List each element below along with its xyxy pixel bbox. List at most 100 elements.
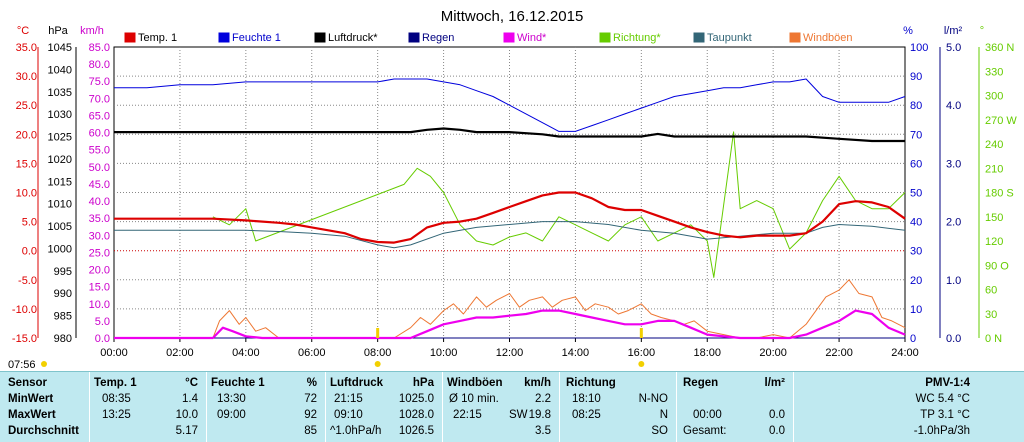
humidity-tick-label: 20 [910,275,922,287]
direction-tick-label: 360 N [985,42,1014,54]
column-separator [559,372,560,442]
current-time-dot [41,361,47,367]
humidity-tick-label: 100 [910,42,928,54]
temp-max-time: 13:25 [102,409,131,421]
rain-column: Regen l/m² 00:00 0.0 Gesamt: 0.0 [679,372,791,442]
x-tick-label: 24:00 [891,347,919,359]
rain-tick-label: 2.0 [946,217,961,229]
pressure-title: Luftdruck [330,377,384,389]
wind-tick-label: 15.0 [89,282,110,294]
pressure-max-time: 09:10 [334,409,363,421]
rain-title: Regen [683,377,719,389]
humidity-unit: % [306,377,317,389]
temp-average: 5.17 [175,425,198,437]
temp-tick-label: 10.0 [16,188,37,200]
x-tick-label: 16:00 [628,347,656,359]
column-separator [793,372,794,442]
direction-min-value: N-NO [638,393,668,405]
time-marker-dot [638,361,645,367]
wind-tick-label: 75.0 [89,76,110,88]
direction-tick-label: 30 [985,309,997,321]
pressure-tick-label: 1030 [48,109,72,121]
legend-label: Feuchte 1 [232,32,281,44]
series-line-feuchte-1 [114,78,906,132]
pressure-tick-label: 1015 [48,176,72,188]
wind-tick-label: 35.0 [89,213,110,225]
humidity-tick-label: 30 [910,246,922,258]
direction-tick-label: 300 [985,91,1003,103]
pressure-tick-label: 1025 [48,132,72,144]
x-tick-label: 02:00 [166,347,194,359]
pressure-axis-unit: hPa [48,25,68,37]
direction-tick-label: 90 O [985,260,1009,272]
rain-axis-unit: l/m² [944,25,963,37]
x-tick-label: 12:00 [496,347,524,359]
pmv-pressure-trend: -1.0hPa/3h [913,425,970,437]
pressure-tick-label: 1010 [48,199,72,211]
wind-tick-label: 20.0 [89,265,110,277]
x-tick-label: 06:00 [298,347,326,359]
wind-tick-label: 60.0 [89,128,110,140]
temp-axis-unit: °C [17,25,29,37]
direction-max-value: N [659,409,668,421]
direction-column: Richtung 18:10 N-NO 08:25 N SO [562,372,674,442]
pressure-tick-label: 980 [54,333,72,345]
time-marker [376,328,380,338]
legend-label: Richtung* [613,32,661,44]
temp-tick-label: 15.0 [16,158,37,170]
humidity-max-time: 09:00 [217,409,246,421]
pressure-min-value: 1025.0 [398,393,434,405]
rain-total-value: 0.0 [769,425,785,437]
rain-max-time: 00:00 [693,409,722,421]
humidity-tick-label: 60 [910,158,922,170]
wind-tick-label: 10.0 [89,299,110,311]
column-separator [206,372,207,442]
direction-tick-label: 240 [985,139,1003,151]
direction-tick-label: 150 [985,212,1003,224]
legend-swatch [503,32,515,43]
pressure-tick-label: 1045 [48,42,72,54]
wind-tick-label: 65.0 [89,110,110,122]
gusts-title: Windböen [447,377,503,389]
wind-tick-label: 25.0 [89,247,110,259]
wind-tick-label: 5.0 [95,316,110,328]
rain-total-label: Gesamt: [683,425,727,437]
x-tick-label: 10:00 [430,347,458,359]
legend-swatch [314,32,326,43]
legend-swatch [789,32,801,43]
wind-tick-label: 80.0 [89,59,110,71]
gusts-max-time: 22:15 [453,409,482,421]
humidity-column: Feuchte 1 % 13:30 72 09:00 92 85 [209,372,323,442]
statistics-table: Sensor MinWert MaxWert Durchschnitt Temp… [0,371,1024,442]
wind-tick-label: 55.0 [89,145,110,157]
direction-tick-label: 60 [985,285,997,297]
rain-tick-label: 3.0 [946,158,961,170]
wind-tick-label: 50.0 [89,162,110,174]
gusts-average: 3.5 [535,425,551,437]
chart-title: Mittwoch, 16.12.2015 [441,8,584,25]
legend-swatch [124,32,136,43]
pressure-tick-label: 1020 [48,154,72,166]
pressure-min-time: 21:15 [334,393,363,405]
series-line-temp-1 [114,191,906,244]
legend-label: Windböen [803,32,853,44]
temp-tick-label: 5.0 [22,217,37,229]
humidity-tick-label: 70 [910,129,922,141]
humidity-max-value: 92 [304,409,317,421]
temp-tick-label: 35.0 [16,42,37,54]
x-tick-label: 00:00 [100,347,128,359]
wind-axis-unit: km/h [80,25,104,37]
gusts-avg-window: Ø 10 min. [449,393,499,405]
humidity-tick-label: 50 [910,188,922,200]
legend-label: Wind* [517,32,547,44]
temp-max-value: 10.0 [175,409,198,421]
wind-tick-label: 0.0 [95,333,110,345]
legend-label: Taupunkt [707,32,752,44]
rain-unit: l/m² [764,377,785,389]
pressure-tick-label: 1035 [48,87,72,99]
x-tick-label: 08:00 [364,347,392,359]
pressure-unit: hPa [412,377,434,389]
direction-tick-label: 0 N [985,333,1002,345]
humidity-tick-label: 10 [910,304,922,316]
pressure-tick-label: 990 [54,288,72,300]
